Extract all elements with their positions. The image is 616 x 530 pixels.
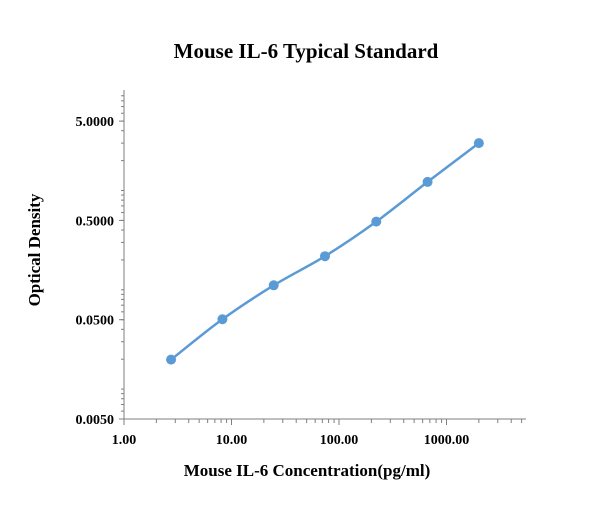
x-tick-label: 1000.00 bbox=[424, 433, 470, 448]
data-point bbox=[473, 138, 484, 149]
data-point bbox=[166, 354, 177, 365]
plot-area bbox=[166, 138, 484, 365]
y-tick-label: 0.0500 bbox=[76, 314, 115, 329]
data-point bbox=[422, 176, 433, 187]
data-point bbox=[268, 280, 279, 291]
y-tick-label: 0.0050 bbox=[76, 413, 115, 428]
chart-title: Mouse IL-6 Typical Standard bbox=[174, 39, 439, 63]
data-point bbox=[371, 216, 382, 227]
x-tick-label: 100.00 bbox=[320, 433, 359, 448]
x-axis-label: Mouse IL-6 Concentration(pg/ml) bbox=[184, 461, 430, 480]
axes: 0.0050 0.0500 0.5000 5.0000 1.00 10.00 100.00 1… bbox=[76, 90, 526, 448]
data-point bbox=[319, 251, 330, 262]
y-tick-label: 5.0000 bbox=[76, 115, 115, 130]
y-tick-label: 0.5000 bbox=[76, 214, 115, 229]
data-point bbox=[217, 314, 228, 325]
x-tick-label: 1.00 bbox=[112, 433, 137, 448]
y-axis-label: Optical Density bbox=[25, 193, 44, 306]
x-tick-label: 10.00 bbox=[216, 433, 248, 448]
